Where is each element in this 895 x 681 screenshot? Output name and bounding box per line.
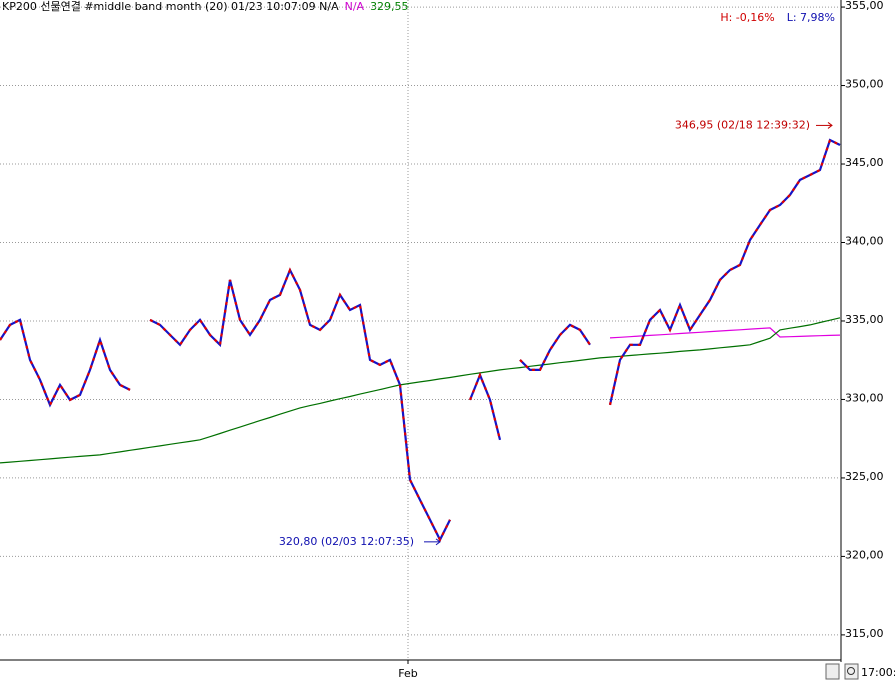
zoom-icon: [847, 667, 855, 675]
annotation: 346,95 (02/18 12:39:32): [675, 118, 810, 131]
stat-label: H: -0,16%: [720, 11, 774, 24]
annotation: 320,80 (02/03 12:07:35): [279, 535, 414, 548]
y-tick-label: 345,00: [845, 156, 884, 169]
annotation-arrowhead: [435, 538, 441, 546]
annotation-arrowhead: [827, 122, 833, 129]
zoom-button[interactable]: [844, 663, 859, 680]
stat-label: L: 7,98%: [787, 11, 835, 24]
time-label: 17:00:0: [861, 666, 895, 679]
price-line-alt: [0, 138, 841, 543]
y-tick-label: 355,00: [845, 0, 884, 12]
y-tick-label: 325,00: [845, 470, 884, 483]
legend-item: 329,55: [370, 0, 409, 13]
y-tick-label: 330,00: [845, 391, 884, 404]
y-tick-label: 340,00: [845, 234, 884, 247]
price-line: [609, 327, 841, 339]
y-tick-label: 335,00: [845, 313, 884, 326]
chart-title: KP200 선물연결 #middle band month (20) 01/23…: [2, 0, 339, 13]
y-tick-label: 315,00: [845, 627, 884, 640]
x-tick-label: Feb: [398, 667, 417, 680]
legend-item: N/A: [345, 0, 365, 13]
edit-button[interactable]: [825, 663, 840, 680]
y-tick-label: 350,00: [845, 78, 884, 91]
price-line: [0, 317, 841, 464]
y-tick-label: 320,00: [845, 548, 884, 561]
